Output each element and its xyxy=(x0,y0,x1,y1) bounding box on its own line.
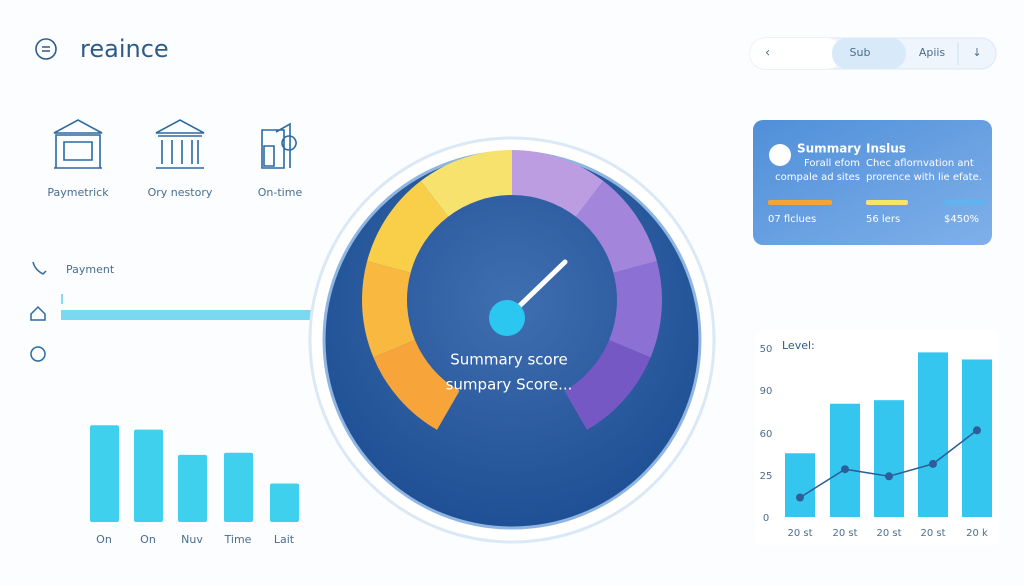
bar xyxy=(178,454,207,522)
needle-hub xyxy=(489,300,525,336)
x-label: 20 st xyxy=(832,528,857,539)
y-label: 0 xyxy=(763,513,769,524)
logo xyxy=(35,38,57,60)
stat-bar xyxy=(768,200,832,205)
bar xyxy=(224,452,253,522)
x-label: 20 st xyxy=(920,528,945,539)
icon-label: Ory nestory xyxy=(148,186,213,199)
gauge-subtitle: sumpary Score... xyxy=(446,376,573,394)
gauge-segment xyxy=(564,340,651,430)
y-label: 90 xyxy=(760,386,773,397)
gauge-icon xyxy=(30,346,46,362)
gauge-segment xyxy=(512,150,604,217)
x-label: Time xyxy=(224,533,252,546)
bar xyxy=(874,400,904,517)
nav-label: Sub xyxy=(850,46,871,59)
summary-card xyxy=(753,120,992,245)
icons xyxy=(53,119,297,169)
x-label: 20 k xyxy=(966,528,988,539)
payment-slider[interactable] xyxy=(61,310,313,320)
icon-label: Paymetrick xyxy=(47,186,109,199)
gauge-segment xyxy=(361,261,415,358)
nav-label[interactable]: Apiis xyxy=(919,46,946,59)
stat-label: 56 lers xyxy=(866,214,900,225)
nav-tab[interactable] xyxy=(832,38,906,69)
line-point xyxy=(973,426,981,435)
y-label: 60 xyxy=(760,429,773,440)
bar xyxy=(90,425,119,522)
x-label: On xyxy=(96,533,112,546)
x-label: Lait xyxy=(274,533,295,546)
card-text: Chec aflornvation ant prorence with lie … xyxy=(866,158,982,183)
icon-label: On-time xyxy=(258,186,303,199)
card-text: Forall efom compale ad sites xyxy=(775,158,860,183)
payment-label: Payment xyxy=(66,263,115,276)
y-label: 50 xyxy=(760,344,773,355)
stat-bar xyxy=(866,200,908,205)
y-label: 25 xyxy=(760,471,773,482)
bar xyxy=(134,429,163,522)
x-label: Nuv xyxy=(181,533,203,546)
gauge-segment xyxy=(373,340,460,430)
x-label: 20 st xyxy=(787,528,812,539)
level-title: Level: xyxy=(782,339,815,352)
back-button[interactable] xyxy=(750,38,842,69)
back-icon: ‹ xyxy=(765,46,770,61)
bar xyxy=(830,403,860,517)
bar xyxy=(270,483,299,522)
bar xyxy=(918,352,948,517)
card-title: Summary xyxy=(797,142,861,156)
gauge-segment xyxy=(575,180,657,273)
line-point xyxy=(885,472,893,481)
stat-bar xyxy=(944,200,986,205)
card-title: Inslus xyxy=(866,142,906,156)
bar xyxy=(785,453,815,517)
x-label: On xyxy=(140,533,156,546)
line-point xyxy=(841,465,849,474)
x-label: 20 st xyxy=(876,528,901,539)
phone-icon xyxy=(32,261,47,275)
line-point xyxy=(796,493,804,502)
stat-label: 07 flclues xyxy=(768,214,816,225)
stat-label: $450% xyxy=(944,214,979,225)
down-icon[interactable]: ↓ xyxy=(972,46,981,59)
home-icon xyxy=(30,305,46,321)
gauge-segment xyxy=(420,150,512,217)
gauge-title: Summary score xyxy=(450,351,568,369)
card-icon xyxy=(769,144,791,166)
gauge-segment xyxy=(367,180,449,273)
gauge-segment xyxy=(609,261,662,358)
app-title: reaince xyxy=(80,35,169,63)
line-point xyxy=(929,459,937,468)
